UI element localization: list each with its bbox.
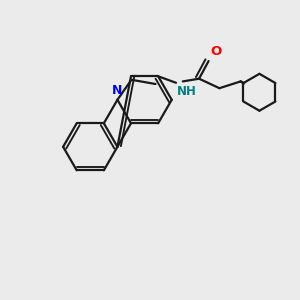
- Text: O: O: [210, 45, 221, 58]
- Text: N: N: [112, 83, 123, 97]
- Text: NH: NH: [177, 85, 197, 98]
